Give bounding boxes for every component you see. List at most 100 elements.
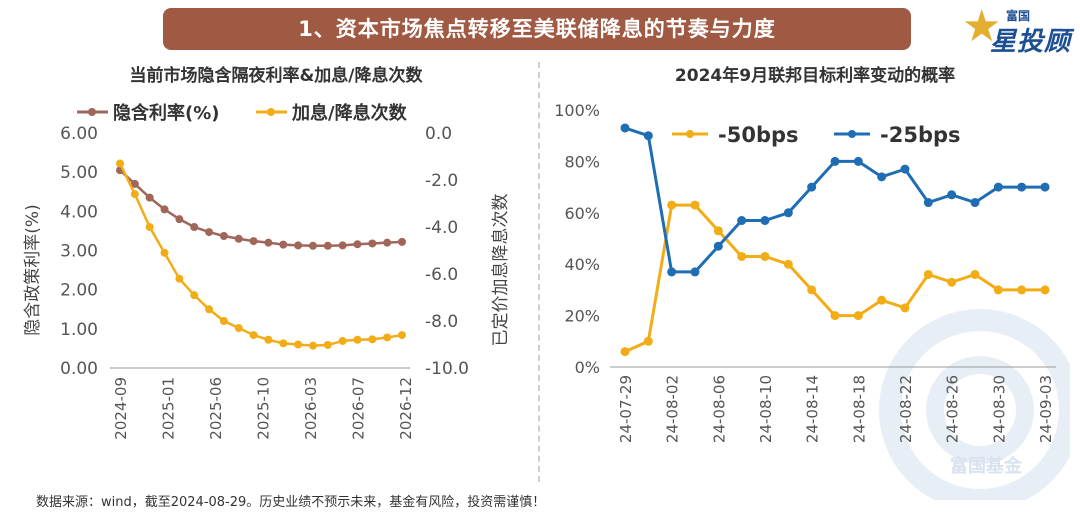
footer-note: 数据来源：wind，截至2024-08-29。历史业绩不预示未来，基金有风险，投…	[36, 491, 545, 510]
series-implied-rate-point	[294, 241, 303, 250]
series-minus-25bps-point	[783, 208, 793, 218]
chart-title: 当前市场隐含隔夜利率&加息/降息次数	[129, 65, 423, 86]
y-tick-label: 20%	[564, 307, 600, 326]
series-hike-cut-count-point	[338, 336, 347, 345]
legend-label: -50bps	[718, 123, 799, 147]
x-tick-label: 2025-06	[207, 377, 225, 440]
y-axis-label: 隐含政策利率(%)	[23, 204, 43, 335]
series-hike-cut-count-point	[234, 324, 243, 333]
series-implied-rate-point	[279, 240, 288, 249]
y2-tick-label: -2.0	[425, 171, 458, 191]
series-implied-rate-point	[249, 237, 258, 246]
series-minus-25bps-point	[620, 123, 630, 133]
series-implied-rate-point	[368, 239, 377, 248]
series-hike-cut-count-point	[190, 291, 199, 300]
x-tick-label: 24-08-22	[897, 375, 915, 443]
x-tick-label: 2026-03	[302, 377, 320, 440]
x-tick-label: 2026-07	[349, 377, 367, 440]
section-banner: 1、资本市场焦点转移至美联储降息的节奏与力度	[163, 8, 911, 50]
series-minus-50bps-point	[690, 200, 700, 210]
y-tick-label: 6.00	[60, 124, 98, 144]
series-hike-cut-count-point	[160, 248, 169, 257]
series-minus-25bps-point	[690, 267, 700, 277]
series-implied-rate-point	[264, 238, 273, 247]
series-hike-cut-count-point	[353, 335, 362, 344]
series-hike-cut-count-point	[249, 331, 258, 340]
legend: 隐含利率(%) 加息/降息次数	[77, 102, 408, 124]
legend-marker-gold	[686, 130, 694, 138]
x-tick-label: 24-08-06	[710, 375, 728, 443]
series-minus-50bps-point	[923, 269, 933, 279]
series-minus-50bps-point	[853, 311, 863, 321]
series-hike-cut-count-point	[264, 335, 273, 344]
series-minus-50bps-point	[877, 295, 887, 305]
chart-title: 2024年9月联邦目标利率变动的概率	[675, 65, 955, 86]
series-implied-rate-point	[175, 215, 184, 224]
x-tick-label: 24-09-03	[1037, 375, 1055, 443]
series-minus-25bps-line	[624, 126, 1045, 274]
y-tick-label: 80%	[564, 152, 600, 171]
banner-title: 1、资本市场焦点转移至美联储降息的节奏与力度	[298, 17, 776, 41]
series-minus-25bps-point	[713, 241, 723, 251]
series-implied-rate-point	[398, 237, 406, 246]
x-tick-label: 24-08-26	[944, 375, 962, 443]
series-minus-25bps-point	[993, 182, 1003, 192]
series-hike-cut-count-point	[130, 190, 139, 199]
series-minus-50bps-point	[713, 226, 723, 236]
series-hike-cut-count-point	[279, 339, 288, 348]
series-minus-50bps-point	[1040, 285, 1050, 295]
series-minus-25bps-point	[970, 198, 980, 208]
series-implied-rate-point	[338, 241, 347, 250]
y-tick-label: 60%	[564, 204, 600, 223]
series-implied-rate-point	[323, 241, 332, 250]
y-tick-label: 0.00	[60, 359, 98, 379]
y-tick-label: 2.00	[60, 281, 98, 301]
legend-marker-blue	[848, 130, 856, 138]
series-minus-50bps-point	[620, 347, 630, 357]
y2-tick-label: 0.0	[425, 124, 452, 144]
logo-small-text: 富国	[1006, 9, 1031, 23]
x-tick-label: 24-08-14	[804, 375, 822, 443]
panel-divider	[538, 62, 540, 482]
y-tick-label: 5.00	[60, 163, 98, 183]
series-minus-25bps-point	[947, 190, 957, 200]
y-tick-label: 100%	[554, 101, 600, 120]
series-minus-50bps-point	[970, 269, 980, 279]
x-tick-label: 24-08-18	[850, 375, 868, 443]
x-tick-label: 2025-10	[254, 377, 272, 440]
y2-tick-label: -10.0	[425, 359, 469, 379]
x-tick-label: 2025-01	[159, 377, 177, 440]
series-hike-cut-count-point	[175, 274, 184, 283]
x-tick-label: 24-07-29	[617, 375, 635, 443]
y-tick-label: 1.00	[60, 320, 98, 340]
footer-text: 数据来源：wind，截至2024-08-29。历史业绩不预示未来，基金有风险，投…	[36, 495, 546, 510]
y-tick-label: 3.00	[60, 242, 98, 262]
series-minus-50bps-point	[830, 311, 840, 321]
series-minus-25bps-point	[853, 156, 863, 166]
series-implied-rate-point	[130, 179, 139, 188]
series-minus-25bps-point	[643, 131, 653, 141]
series-hike-cut-count-point	[323, 340, 332, 349]
series-implied-rate-point	[353, 240, 362, 249]
series-hike-cut-count-point	[368, 335, 377, 344]
series-implied-rate-point	[234, 234, 243, 243]
star-icon: ★	[962, 1, 1002, 52]
series-hike-cut-count-point	[219, 317, 228, 325]
series-implied-rate-point	[219, 232, 228, 241]
y-tick-label: 4.00	[60, 202, 98, 222]
implied-rate-chart: 当前市场隐含隔夜利率&加息/降息次数 隐含利率(%) 加息/降息次数 6.00 5…	[23, 65, 511, 440]
series-minus-25bps-point	[667, 267, 677, 277]
series-implied-rate-point	[145, 193, 154, 202]
brand-logo: ★ 富国 星投顾	[962, 1, 1072, 58]
series-minus-50bps-point	[947, 277, 957, 287]
series-minus-50bps-point	[807, 285, 817, 295]
series-minus-25bps-point	[923, 198, 933, 208]
series-minus-25bps-point	[1017, 182, 1027, 192]
series-minus-25bps-point	[807, 182, 817, 192]
series-minus-50bps-point	[993, 285, 1003, 295]
legend: -50bps -25bps	[672, 123, 961, 147]
y-tick-label: 0%	[575, 358, 600, 377]
legend-label: 加息/降息次数	[291, 102, 408, 124]
series-minus-50bps-point	[760, 251, 770, 261]
series-hike-cut-count-point	[383, 333, 392, 342]
